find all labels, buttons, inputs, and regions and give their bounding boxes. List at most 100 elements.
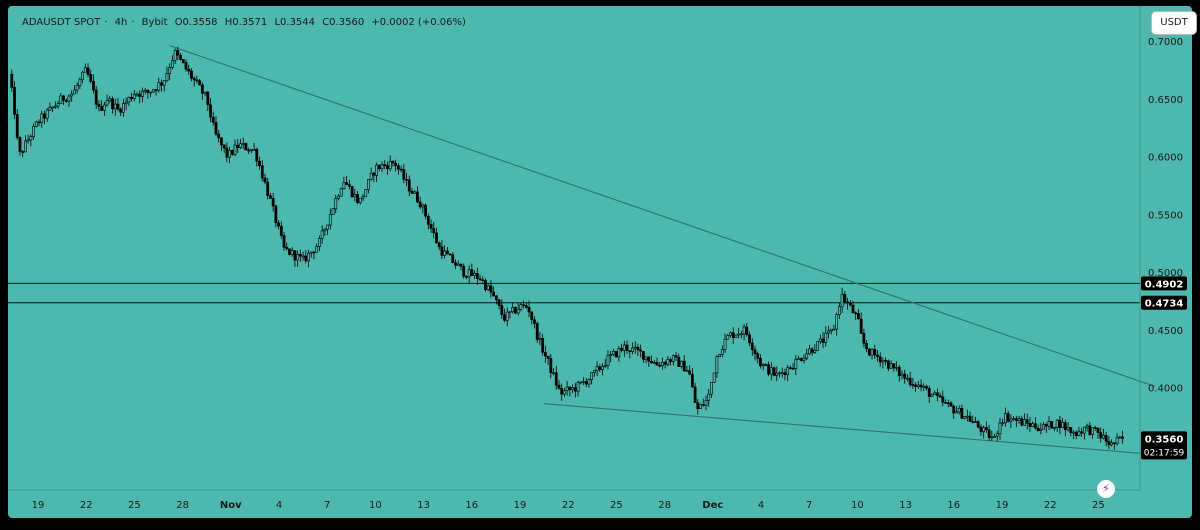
candle-body [933, 392, 937, 396]
candle-body [195, 79, 199, 82]
candle-body [298, 254, 302, 257]
candle-body [255, 148, 259, 162]
chart-panel[interactable]: 0.7000 0.6500 0.6000 0.5500 0.5000 0.4500 0.40… [8, 6, 1196, 518]
y-tick-label: 0.7000 [1148, 37, 1183, 48]
x-tick-label: 28 [658, 500, 671, 511]
candle-body [465, 276, 468, 278]
candle-body [949, 402, 953, 407]
price-chart[interactable]: 0.7000 0.6500 0.6000 0.5500 0.5000 0.4500 0.40… [8, 6, 1192, 518]
interval-label[interactable]: 4h [114, 17, 128, 28]
candle-body [181, 59, 185, 63]
candle-body [859, 318, 863, 334]
candle-body [726, 335, 730, 340]
candle-body [388, 160, 392, 170]
candle-body [315, 246, 319, 253]
candle-body [451, 254, 455, 263]
candle-body [573, 387, 577, 392]
candle-body [557, 384, 561, 389]
candle-body [274, 205, 278, 224]
candle-body [505, 311, 509, 321]
candle-body [214, 122, 218, 135]
candle-body [347, 184, 351, 187]
candle-body [598, 366, 602, 370]
candle-body [775, 372, 779, 376]
candle-body [171, 60, 174, 68]
x-tick-label: 7 [324, 500, 330, 511]
candle-body [979, 426, 983, 433]
candle-body [680, 360, 683, 367]
y-tick-label: 0.6000 [1148, 153, 1183, 164]
x-tick-label: 22 [562, 500, 575, 511]
candle-body [497, 299, 501, 306]
candle-body [1069, 427, 1073, 434]
candle-body [522, 304, 525, 307]
candle-body [688, 370, 692, 375]
price-level-label: 0.4734 [1145, 299, 1184, 310]
candle-body [1093, 427, 1097, 429]
currency-button[interactable]: USDT [1152, 12, 1196, 34]
candle-body [108, 98, 112, 101]
candle-body [916, 384, 920, 387]
candle-body [29, 136, 33, 141]
candle-body [413, 191, 417, 194]
lightning-icon[interactable]: ⚡ [1097, 480, 1115, 498]
candle-body [658, 364, 662, 367]
candle-body [764, 364, 768, 366]
candle-body [952, 405, 956, 414]
candle-body [704, 400, 708, 406]
candle-body [685, 370, 689, 372]
x-tick-label: 19 [996, 500, 1009, 511]
candle-body [53, 105, 57, 108]
candle-body [1023, 419, 1026, 426]
candle-body [881, 360, 885, 363]
candle-body [990, 436, 994, 439]
x-tick-label: 25 [1092, 500, 1105, 511]
candle-body [769, 367, 773, 375]
candle-body [296, 254, 300, 261]
candle-body [217, 133, 221, 139]
candle-body [429, 224, 433, 229]
high-value: H0.3571 [224, 17, 268, 28]
symbol-label[interactable]: ADAUSDT SPOT [22, 17, 101, 28]
candle-body [832, 328, 836, 331]
last-price-label: 0.3560 [1145, 434, 1184, 445]
candle-body [878, 356, 882, 363]
candle-body [903, 373, 907, 379]
candle-body [669, 359, 672, 362]
candle-body [843, 293, 847, 303]
candle-body [290, 250, 294, 255]
candle-body [269, 195, 272, 199]
candle-body [190, 70, 193, 79]
candle-body [794, 359, 798, 369]
candle-body [1047, 421, 1051, 427]
candle-body [1006, 413, 1010, 422]
trendline [544, 403, 1155, 455]
candle-body [546, 355, 550, 359]
candle-body [203, 91, 207, 94]
candle-body [309, 251, 313, 254]
candle-body [802, 357, 806, 361]
candle-body [119, 108, 123, 113]
price-level-tag [1141, 276, 1187, 291]
x-tick-label: 25 [128, 500, 141, 511]
candle-body [805, 353, 809, 359]
candle-body [519, 304, 523, 310]
candle-body [968, 415, 972, 422]
candle-body [478, 278, 482, 281]
candle-body [813, 350, 817, 353]
candle-body [337, 195, 340, 199]
x-tick-label: 22 [80, 500, 93, 511]
candle-body [568, 386, 572, 390]
candle-body [563, 390, 566, 395]
candle-body [124, 101, 128, 104]
candle-body [516, 309, 520, 314]
candle-body [606, 355, 610, 366]
candle-body [462, 265, 466, 277]
candle-body [353, 194, 357, 198]
candle-body [780, 372, 784, 375]
candle-body [1072, 431, 1075, 434]
candle-body [601, 365, 604, 370]
candle-body [644, 356, 648, 360]
candle-body [816, 340, 820, 351]
candle-body [122, 103, 125, 113]
